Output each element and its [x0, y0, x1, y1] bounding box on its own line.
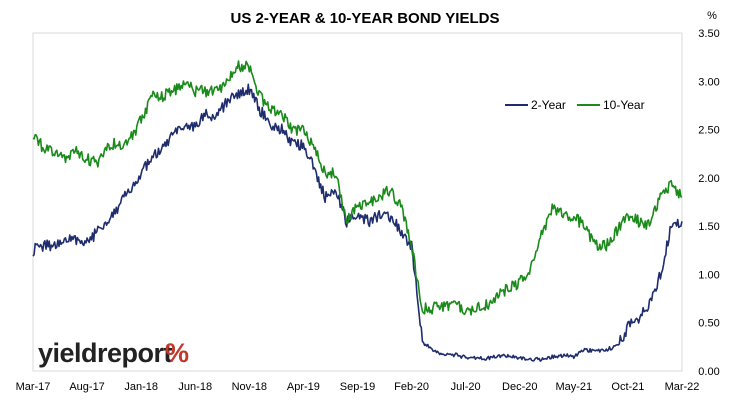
y-tick-label: 3.50: [698, 28, 719, 40]
series-group: [32, 60, 683, 362]
x-tick-label: Mar-22: [665, 381, 700, 393]
x-tick-label: Nov-18: [232, 381, 267, 393]
x-tick-label: Jul-20: [451, 381, 481, 393]
y-tick-label: 2.50: [698, 125, 719, 137]
plot-frame: [32, 32, 683, 372]
series-line-10-year: [32, 60, 683, 316]
x-tick-label: Dec-20: [502, 381, 537, 393]
x-axis: Mar-17 Aug-17 Jan-18 Jun-18 Nov-18 Apr-19 Sep-…: [16, 381, 700, 393]
y-axis: 0.00 0.50 1.00 1.50 2.00 2.50 3.00 3.50: [698, 28, 719, 378]
y-axis-unit: %: [707, 10, 717, 22]
logo-text: yieldreport: [38, 338, 173, 368]
x-tick-label: Mar-17: [16, 381, 51, 393]
chart-title: US 2-YEAR & 10-YEAR BOND YIELDS: [231, 10, 500, 27]
x-tick-label: Sep-19: [340, 381, 375, 393]
y-tick-label: 2.00: [698, 173, 719, 185]
y-tick-label: 1.50: [698, 221, 719, 233]
legend: 2-Year 10-Year: [505, 98, 645, 112]
y-tick-label: 0.50: [698, 318, 719, 330]
x-tick-label: Feb-20: [394, 381, 429, 393]
x-tick-label: Jan-18: [124, 381, 158, 393]
x-tick-label: May-21: [555, 381, 592, 393]
x-tick-label: Oct-21: [611, 381, 644, 393]
x-tick-label: Jun-18: [178, 381, 212, 393]
y-tick-label: 1.00: [698, 269, 719, 281]
x-tick-label: Apr-19: [287, 381, 320, 393]
y-tick-label: 3.00: [698, 76, 719, 88]
y-tick-label: 0.00: [698, 366, 719, 378]
legend-label: 10-Year: [603, 98, 645, 112]
yieldreport-logo: yieldreport %: [38, 338, 189, 368]
legend-label: 2-Year: [531, 98, 566, 112]
x-tick-label: Aug-17: [69, 381, 104, 393]
series-line-2-year: [32, 83, 683, 362]
logo-percent-icon: %: [165, 338, 189, 368]
